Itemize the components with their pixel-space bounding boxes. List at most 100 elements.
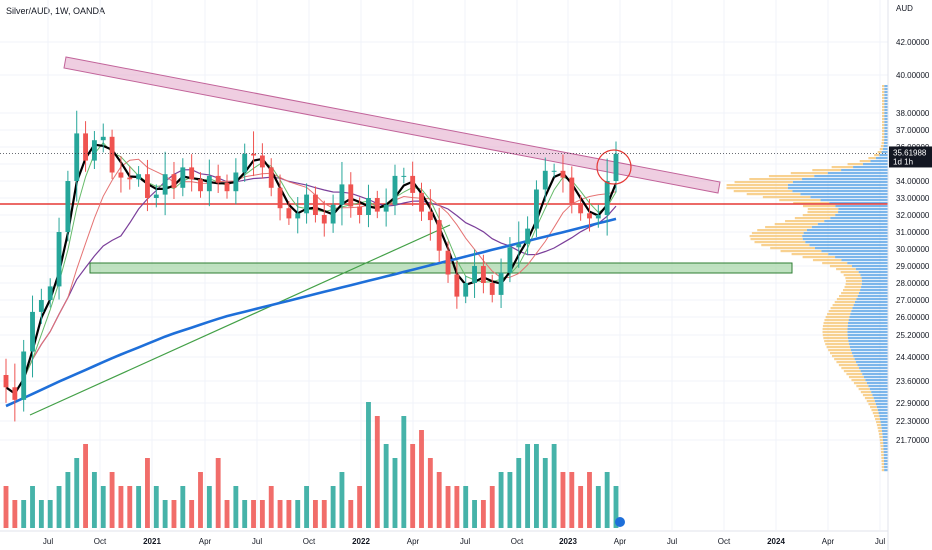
profile-bar-down bbox=[836, 268, 856, 271]
profile-bar-up bbox=[884, 124, 888, 127]
candle-body bbox=[366, 198, 371, 215]
profile-bar-down bbox=[768, 175, 815, 178]
candle-body bbox=[312, 194, 318, 215]
price-tick-label: 31.00000 bbox=[896, 228, 930, 237]
profile-bar-up bbox=[868, 385, 888, 388]
profile-bar-down bbox=[780, 250, 822, 253]
profile-bar-down bbox=[825, 343, 850, 346]
volume-bar bbox=[136, 486, 142, 528]
profile-bar-down bbox=[822, 331, 848, 334]
profile-bar-up bbox=[882, 439, 888, 442]
volume-bar bbox=[206, 486, 212, 528]
profile-bar-up bbox=[879, 415, 888, 418]
volume-bar bbox=[100, 486, 106, 528]
profile-bar-down bbox=[866, 400, 875, 403]
time-tick-label: Jul bbox=[252, 537, 262, 546]
volume-bar bbox=[198, 472, 203, 528]
profile-bar-up bbox=[852, 352, 888, 355]
profile-bar-down bbox=[881, 115, 885, 118]
volume-bar bbox=[215, 458, 221, 528]
profile-bar-down bbox=[878, 430, 882, 433]
profile-bar-down bbox=[881, 142, 884, 145]
profile-bar-up bbox=[860, 274, 888, 277]
candle-body bbox=[516, 243, 522, 248]
profile-bar-down bbox=[843, 274, 861, 277]
profile-bar-down bbox=[881, 139, 885, 142]
profile-bar-up bbox=[817, 223, 888, 226]
profile-bar-up bbox=[884, 109, 888, 112]
profile-bar-up bbox=[814, 247, 888, 250]
profile-bar-up bbox=[884, 88, 888, 91]
profile-bar-up bbox=[849, 343, 888, 346]
profile-bar-down bbox=[827, 313, 851, 316]
profile-bar-up bbox=[850, 313, 888, 316]
candle-body bbox=[162, 174, 168, 195]
profile-bar-down bbox=[761, 244, 810, 247]
price-axis[interactable]: 42.0000040.0000038.0000037.0000036.00000… bbox=[887, 0, 930, 550]
drawing-annotations[interactable] bbox=[0, 56, 888, 416]
news-icon bbox=[615, 517, 625, 527]
profile-bar-up bbox=[884, 463, 888, 466]
candle-body bbox=[277, 187, 283, 209]
profile-bar-up bbox=[857, 295, 888, 298]
profile-bar-up bbox=[835, 205, 888, 208]
profile-bar-down bbox=[841, 292, 859, 295]
drawing-annotations-top[interactable] bbox=[0, 149, 888, 527]
profile-bar-up bbox=[803, 232, 888, 235]
profile-bar-down bbox=[856, 385, 869, 388]
price-tick-label: 22.30000 bbox=[896, 417, 930, 426]
profile-bar-down bbox=[880, 451, 884, 454]
candle-body bbox=[100, 136, 106, 141]
volume-bar bbox=[578, 486, 584, 528]
profile-bar-up bbox=[805, 241, 888, 244]
volume-bar bbox=[419, 430, 424, 528]
profile-bar-up bbox=[862, 373, 888, 376]
candle-body bbox=[65, 181, 71, 232]
profile-bar-up bbox=[880, 421, 888, 424]
profile-bar-up bbox=[884, 139, 888, 142]
profile-bar-up bbox=[830, 217, 888, 220]
candle-body bbox=[259, 155, 265, 168]
profile-bar-down bbox=[845, 277, 862, 280]
candle-body bbox=[348, 184, 354, 207]
volume-bar bbox=[542, 458, 548, 528]
volume-bar bbox=[312, 500, 318, 528]
profile-bar-up bbox=[848, 340, 888, 343]
profile-bar-down bbox=[881, 469, 885, 472]
profile-bar-down bbox=[877, 427, 882, 430]
profile-bar-down bbox=[879, 436, 883, 439]
time-axis[interactable]: Jul Oct 2021 Apr Jul Oct 2022 Apr Jul Oct 2023 Apr J… bbox=[0, 530, 888, 546]
profile-bar-up bbox=[883, 451, 888, 454]
price-tick-label: 34.00000 bbox=[896, 177, 930, 186]
profile-bar-down bbox=[868, 403, 876, 406]
volume-bar bbox=[224, 500, 230, 528]
profile-bar-down bbox=[847, 163, 863, 166]
profile-bar-down bbox=[876, 421, 881, 424]
profile-bar-up bbox=[883, 448, 888, 451]
profile-bar-down bbox=[762, 196, 811, 199]
profile-bar-down bbox=[879, 148, 883, 151]
profile-bar-up bbox=[835, 256, 888, 259]
volume-bar bbox=[74, 458, 80, 528]
profile-bar-up bbox=[841, 169, 888, 172]
candle-body bbox=[56, 232, 62, 287]
profile-bar-down bbox=[846, 373, 863, 376]
profile-bar-up bbox=[876, 406, 888, 409]
volume-bar bbox=[65, 472, 71, 528]
volume-bar bbox=[525, 444, 531, 528]
time-tick-label: Jul bbox=[667, 537, 677, 546]
profile-bar-up bbox=[879, 154, 888, 157]
profile-bar-down bbox=[726, 184, 788, 187]
volume-bar bbox=[118, 486, 124, 528]
volume-bar bbox=[516, 458, 522, 528]
price-tag-value: 35.61988 bbox=[893, 148, 927, 157]
profile-bar-up bbox=[884, 106, 888, 109]
volume-bar bbox=[436, 472, 442, 528]
volume-bar bbox=[587, 472, 592, 528]
profile-bar-down bbox=[848, 376, 864, 379]
profile-bar-down bbox=[824, 340, 849, 343]
volume-bar bbox=[472, 500, 477, 528]
price-tick-label: 27.00000 bbox=[896, 296, 930, 305]
profile-bar-down bbox=[825, 316, 850, 319]
